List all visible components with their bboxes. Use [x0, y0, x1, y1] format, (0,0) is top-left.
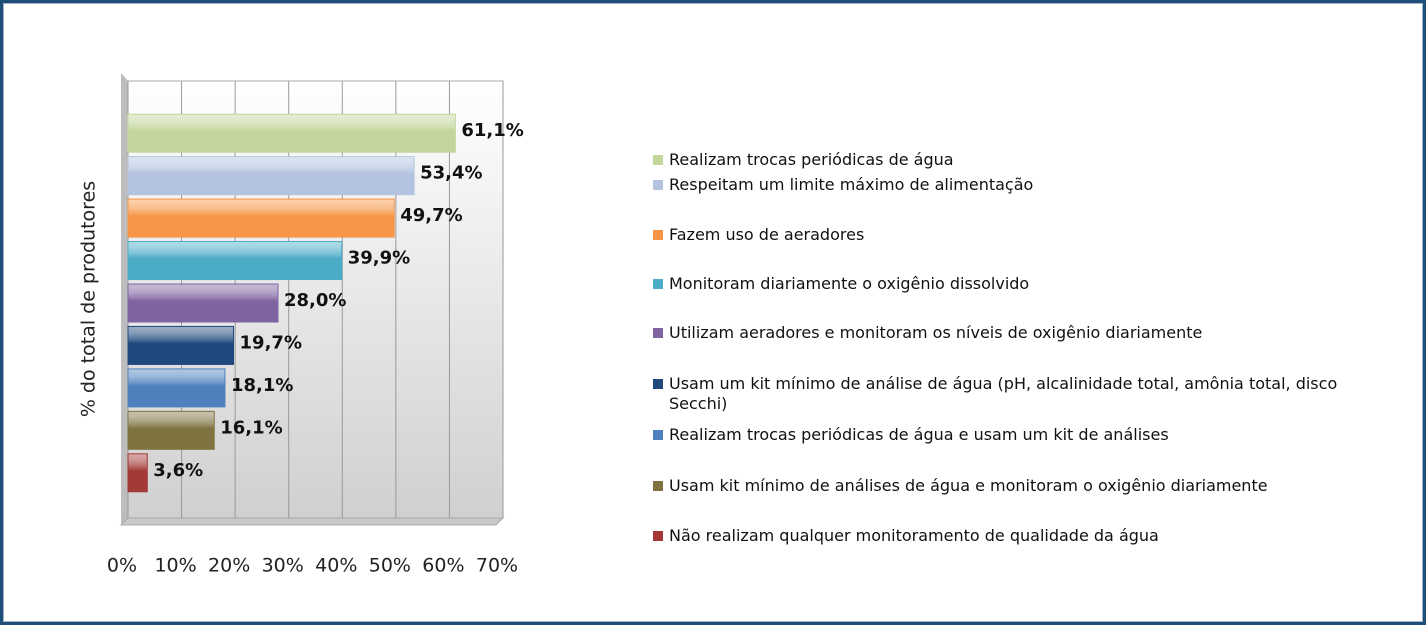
bar [127, 368, 226, 408]
legend-label: Realizam trocas periódicas de água e usa… [669, 425, 1169, 444]
legend-label: Realizam trocas periódicas de água [669, 150, 954, 169]
bar [127, 453, 148, 493]
x-tick-label: 30% [262, 555, 304, 577]
legend-swatch [653, 531, 663, 541]
legend-label: Usam kit mínimo de análises de água e mo… [669, 476, 1268, 495]
chart: % do total de produtores 0% 10% 20% 30% 40% 5… [78, 73, 524, 577]
legend-item: Fazem uso de aeradores [653, 225, 1358, 245]
floor [119, 517, 505, 526]
x-tick-label: 60% [422, 555, 464, 577]
value-label: 61,1% [461, 120, 523, 141]
value-label: 16,1% [220, 417, 282, 438]
x-tick-label: 50% [369, 555, 411, 577]
legend-label: Usam um kit mínimo de análise de água (p… [669, 374, 1338, 413]
value-label: 3,6% [153, 460, 203, 481]
value-label: 28,0% [284, 290, 346, 311]
legend-label: Não realizam qualquer monitoramento de q… [669, 526, 1159, 545]
legend-swatch [653, 328, 663, 338]
legend-item: Não realizam qualquer monitoramento de q… [653, 526, 1358, 546]
bar [127, 410, 215, 450]
bar [127, 241, 343, 281]
x-tick-label: 70% [476, 555, 518, 577]
legend-label: Utilizam aeradores e monitoram os níveis… [669, 323, 1203, 342]
legend-item: Respeitam um limite máximo de alimentaçã… [653, 175, 1358, 195]
legend-swatch [653, 481, 663, 491]
legend-swatch [653, 379, 663, 389]
legend-item: Usam um kit mínimo de análise de água (p… [653, 374, 1358, 414]
value-label: 19,7% [240, 332, 302, 353]
legend-item: Utilizam aeradores e monitoram os níveis… [653, 323, 1358, 343]
x-tick-label: 0% [107, 555, 137, 577]
value-label: 53,4% [420, 163, 482, 184]
legend-item: Usam kit mínimo de análises de água e mo… [653, 476, 1358, 496]
side-wall [121, 73, 128, 525]
bar [127, 113, 456, 153]
legend-label: Monitoram diariamente o oxigênio dissolv… [669, 274, 1030, 293]
bar [127, 198, 395, 238]
legend-swatch [653, 180, 663, 190]
y-axis-label: % do total de produtores [78, 181, 100, 417]
x-tick-label: 40% [315, 555, 357, 577]
bar [127, 325, 235, 365]
legend-swatch [653, 155, 663, 165]
x-tick-label: 10% [154, 555, 196, 577]
legend-swatch [653, 279, 663, 289]
legend-item: Monitoram diariamente o oxigênio dissolv… [653, 274, 1358, 294]
value-label: 49,7% [400, 205, 462, 226]
legend-item: Realizam trocas periódicas de água [653, 150, 1358, 170]
legend-swatch [653, 230, 663, 240]
legend-label: Respeitam um limite máximo de alimentaçã… [669, 175, 1034, 194]
x-tick-label: 20% [208, 555, 250, 577]
value-label: 39,9% [348, 248, 410, 269]
bar [127, 156, 415, 196]
legend-swatch [653, 430, 663, 440]
bar [127, 283, 279, 323]
value-label: 18,1% [231, 375, 293, 396]
legend-label: Fazem uso de aeradores [669, 225, 865, 244]
legend-item: Realizam trocas periódicas de água e usa… [653, 425, 1358, 445]
